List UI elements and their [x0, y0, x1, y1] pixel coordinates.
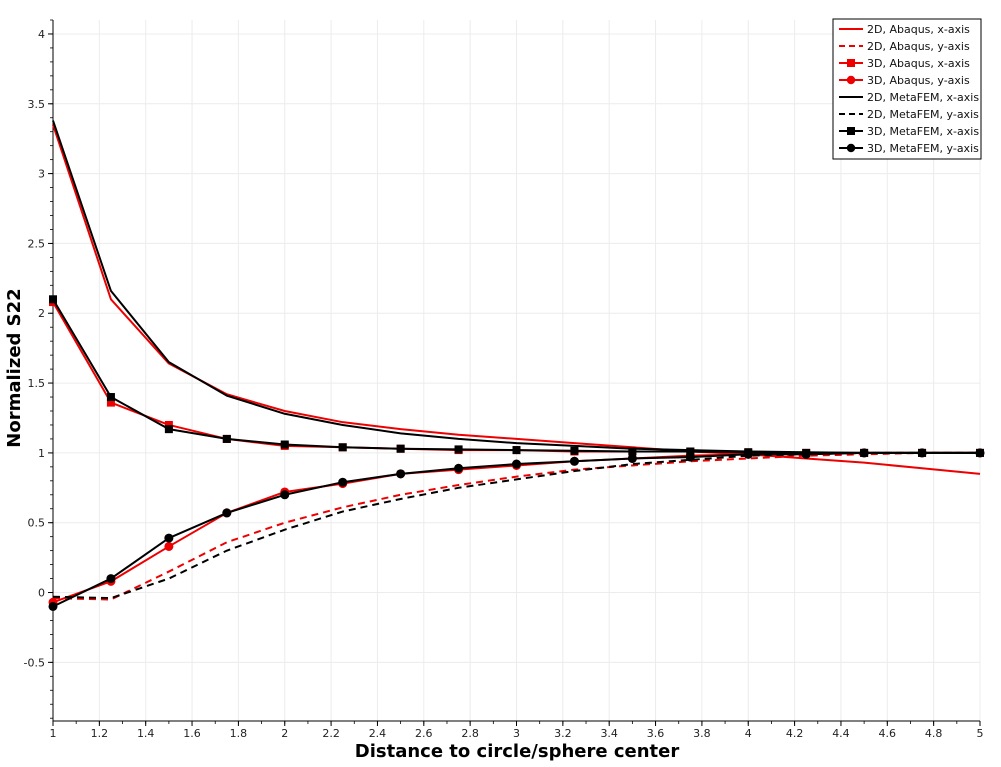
- plot-area: [48, 120, 985, 611]
- x-axis-title: Distance to circle/sphere center: [355, 741, 680, 762]
- x-tick-label: 3.2: [554, 727, 572, 740]
- legend: 2D, Abaqus, x-axis 2D, Abaqus, y-axis 3D, …: [832, 18, 982, 160]
- legend-swatch-square: [847, 59, 855, 67]
- data-point-circle: [48, 601, 58, 611]
- data-point-square: [338, 443, 347, 452]
- legend-label: 3D, Abaqus, y-axis: [867, 74, 970, 87]
- legend-swatch-circle: [846, 143, 856, 153]
- data-point-circle: [396, 469, 406, 479]
- data-point-circle: [801, 449, 811, 459]
- legend-item: 3D, Abaqus, y-axis: [839, 74, 970, 87]
- legend-label: 2D, MetaFEM, x-axis: [867, 91, 979, 104]
- legend-label: 2D, Abaqus, x-axis: [867, 23, 970, 36]
- y-tick-label: 0: [38, 587, 45, 600]
- data-point-circle: [454, 463, 464, 473]
- x-tick-label: 4.8: [925, 727, 943, 740]
- data-point-circle: [975, 448, 985, 458]
- x-tick-label: 2.2: [322, 727, 340, 740]
- data-point-circle: [743, 449, 753, 459]
- data-point-circle: [222, 508, 232, 518]
- data-point-circle: [917, 448, 927, 458]
- y-tick-label: -0.5: [24, 656, 45, 669]
- data-point-circle: [164, 541, 174, 551]
- data-point-square: [164, 420, 173, 429]
- x-tick-label: 3.8: [693, 727, 711, 740]
- data-point-circle: [280, 490, 290, 500]
- legend-label: 3D, MetaFEM, x-axis: [867, 125, 979, 138]
- legend-box: [832, 18, 982, 160]
- y-tick-label: 1: [38, 447, 45, 460]
- data-point-square: [570, 446, 579, 455]
- legend-label: 3D, Abaqus, x-axis: [867, 57, 970, 70]
- data-point-circle: [164, 533, 174, 543]
- x-tick-label: 1.2: [91, 727, 109, 740]
- data-point-square: [222, 434, 231, 443]
- y-tick-label: 2: [38, 307, 45, 320]
- y-axis-title: Normalized S22: [4, 288, 25, 447]
- x-tick-label: 1.8: [230, 727, 248, 740]
- x-tick-label: 1.6: [183, 727, 201, 740]
- data-point-square: [106, 398, 115, 407]
- x-tick-label: 3.4: [600, 727, 618, 740]
- y-tick-label: 2.5: [28, 237, 46, 250]
- legend-swatch-circle: [846, 75, 856, 85]
- data-point-circle: [859, 448, 869, 458]
- x-tick-label: 1.4: [137, 727, 155, 740]
- legend-item: 2D, MetaFEM, x-axis: [839, 91, 979, 104]
- axes: 1 1.2 1.4 1.6 1.8 2 2.2 2.4 2.6 2.8 3 3.2 3.4 3.6 3.8 4…: [24, 19, 984, 740]
- x-tick-label: 1: [50, 727, 57, 740]
- legend-label: 2D, MetaFEM, y-axis: [867, 108, 979, 121]
- data-point-square: [164, 425, 173, 434]
- data-point-circle: [338, 477, 348, 487]
- data-point-square: [396, 444, 405, 453]
- series-8: [48, 448, 985, 611]
- data-point-circle: [685, 452, 695, 462]
- legend-item: 3D, MetaFEM, y-axis: [839, 142, 979, 155]
- legend-swatch-square: [847, 127, 855, 135]
- x-tick-label: 5: [977, 727, 984, 740]
- y-tick-label: 0.5: [28, 517, 46, 530]
- x-tick-label: 2.6: [415, 727, 433, 740]
- legend-item: 2D, MetaFEM, y-axis: [839, 108, 979, 121]
- data-point-circle: [512, 459, 521, 469]
- legend-label: 3D, MetaFEM, y-axis: [867, 142, 979, 155]
- x-tick-label: 4.4: [832, 727, 850, 740]
- legend-label: 2D, Abaqus, y-axis: [867, 40, 970, 53]
- x-tick-label: 3.6: [647, 727, 665, 740]
- x-tick-label: 2: [281, 727, 288, 740]
- x-tick-label: 4: [745, 727, 752, 740]
- y-tick-label: 4: [38, 28, 45, 41]
- data-point-circle: [106, 574, 116, 584]
- x-tick-label: 4.2: [786, 727, 804, 740]
- x-tick-label: 3: [513, 727, 520, 740]
- data-point-square: [628, 447, 637, 456]
- data-point-square: [512, 446, 521, 455]
- x-tick-label: 2.4: [369, 727, 387, 740]
- data-point-circle: [569, 456, 579, 466]
- legend-item: 2D, Abaqus, y-axis: [839, 40, 970, 53]
- legend-item: 3D, Abaqus, x-axis: [839, 57, 970, 70]
- x-tick-label: 2.8: [461, 727, 479, 740]
- y-tick-label: 3.5: [28, 98, 46, 111]
- data-point-square: [49, 295, 57, 304]
- legend-item: 3D, MetaFEM, x-axis: [839, 125, 979, 138]
- x-tick-label: 4.6: [879, 727, 897, 740]
- data-point-circle: [627, 453, 637, 463]
- data-point-square: [454, 445, 463, 454]
- data-point-square: [106, 393, 115, 402]
- data-point-square: [280, 440, 289, 449]
- y-tick-label: 1.5: [28, 377, 46, 390]
- y-tick-label: 3: [38, 168, 45, 181]
- data-point-square: [686, 447, 695, 456]
- legend-item: 2D, Abaqus, x-axis: [839, 23, 970, 36]
- series-2: [52, 451, 980, 601]
- series-line: [52, 451, 980, 601]
